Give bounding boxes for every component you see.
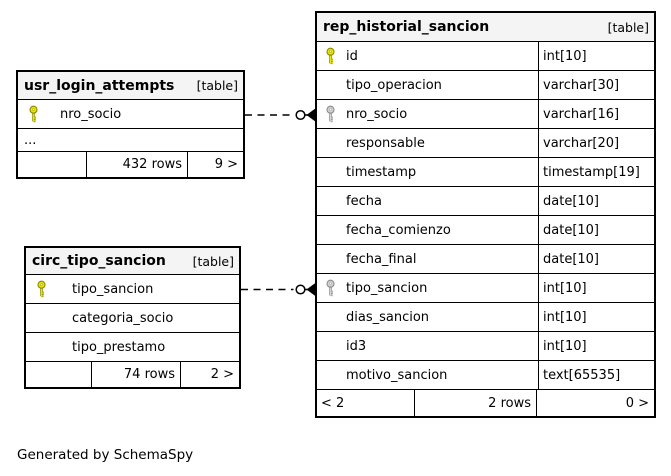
column-type: date[10]: [543, 251, 599, 267]
column-name: fecha_comienzo: [346, 222, 451, 238]
foreign-key-icon: [326, 105, 335, 123]
column-type: int[10]: [543, 280, 587, 296]
hidden-relations-right: 0 >: [625, 395, 649, 411]
table-footer: 432 rows 9 >: [18, 152, 243, 177]
column-name: tipo_prestamo: [72, 339, 166, 355]
column-row-fecha-final: fecha_final date[10]: [317, 245, 654, 274]
column-name: fecha_final: [346, 251, 417, 267]
column-name: timestamp: [346, 164, 417, 180]
column-type: int[10]: [543, 48, 587, 64]
columns-ellipsis-row: ...: [18, 129, 243, 152]
table-header: circ_tipo_sancion [table]: [26, 248, 239, 275]
column-row-tipo-sancion: tipo_sancion int[10]: [317, 274, 654, 303]
connector-tipo-sancion: [241, 282, 316, 297]
column-type: varchar[30]: [543, 77, 620, 93]
column-row-dias-sancion: dias_sancion int[10]: [317, 303, 654, 332]
column-row-nro-socio: nro_socio varchar[16]: [317, 100, 654, 129]
column-name: fecha: [346, 193, 382, 209]
column-name: id3: [346, 338, 367, 354]
column-name: dias_sancion: [346, 309, 430, 325]
table-tag: [table]: [607, 19, 649, 35]
row-count: 2 rows: [415, 390, 537, 416]
table-footer: 74 rows 2 >: [26, 362, 239, 387]
column-row-id3: id3 int[10]: [317, 332, 654, 361]
column-name: motivo_sancion: [346, 367, 448, 383]
column-name: categoria_socio: [72, 310, 174, 326]
hidden-relations-right: 9 >: [214, 157, 238, 172]
column-name: nro_socio: [346, 106, 408, 122]
table-header: rep_historial_sancion [table]: [317, 13, 654, 42]
table-title: rep_historial_sancion: [323, 19, 490, 35]
footer-left: [18, 152, 87, 177]
row-count: 74 rows: [92, 362, 181, 387]
column-row-categoria-socio: categoria_socio: [26, 304, 239, 333]
generated-by-label: Generated by SchemaSpy: [17, 447, 194, 463]
column-row-timestamp: timestamp timestamp[19]: [317, 158, 654, 187]
column-row-tipo-operacion: tipo_operacion varchar[30]: [317, 71, 654, 100]
column-name: id: [346, 48, 358, 64]
column-type: int[10]: [543, 309, 587, 325]
column-name: tipo_sancion: [346, 280, 428, 296]
table-tag: [table]: [192, 253, 234, 269]
column-type: date[10]: [543, 222, 599, 238]
table-footer: < 2 2 rows 0 >: [317, 390, 654, 416]
column-name: tipo_sancion: [72, 281, 154, 297]
column-row-tipo-sancion: tipo_sancion: [26, 275, 239, 304]
table-header: usr_login_attempts [table]: [18, 72, 243, 100]
ellipsis-label: ...: [24, 132, 37, 148]
column-row-fecha-comienzo: fecha_comienzo date[10]: [317, 216, 654, 245]
primary-key-icon: [29, 105, 38, 123]
column-row-id: id int[10]: [317, 42, 654, 71]
table-node-circ-tipo-sancion[interactable]: circ_tipo_sancion [table] tipo_sancion c…: [24, 246, 241, 389]
column-row-nro-socio: nro_socio: [18, 100, 243, 129]
primary-key-icon: [326, 47, 335, 65]
column-row-fecha: fecha date[10]: [317, 187, 654, 216]
column-name: responsable: [346, 135, 425, 151]
column-type: date[10]: [543, 193, 599, 209]
column-row-responsable: responsable varchar[20]: [317, 129, 654, 158]
foreign-key-icon: [326, 279, 335, 297]
table-tag: [table]: [196, 78, 238, 93]
footer-left: [26, 362, 92, 387]
column-name: tipo_operacion: [346, 77, 442, 93]
hidden-relations-right: 2 >: [210, 367, 234, 382]
column-row-tipo-prestamo: tipo_prestamo: [26, 333, 239, 362]
column-type: int[10]: [543, 338, 587, 354]
column-type: varchar[20]: [543, 135, 620, 151]
primary-key-icon: [37, 280, 46, 298]
table-title: circ_tipo_sancion: [32, 253, 166, 269]
column-row-motivo-sancion: motivo_sancion text[65535]: [317, 361, 654, 390]
column-type: text[65535]: [543, 367, 621, 383]
table-node-usr-login-attempts[interactable]: usr_login_attempts [table] nro_socio ...…: [16, 70, 245, 179]
table-title: usr_login_attempts: [24, 77, 175, 94]
column-type: varchar[16]: [543, 106, 620, 122]
column-name: nro_socio: [60, 106, 122, 122]
hidden-relations-left: < 2: [317, 390, 415, 416]
table-node-rep-historial-sancion[interactable]: rep_historial_sancion [table] id int[10]…: [315, 11, 656, 418]
column-type: timestamp[19]: [543, 164, 640, 180]
row-count: 432 rows: [87, 152, 188, 177]
connector-nro-socio: [245, 108, 316, 122]
